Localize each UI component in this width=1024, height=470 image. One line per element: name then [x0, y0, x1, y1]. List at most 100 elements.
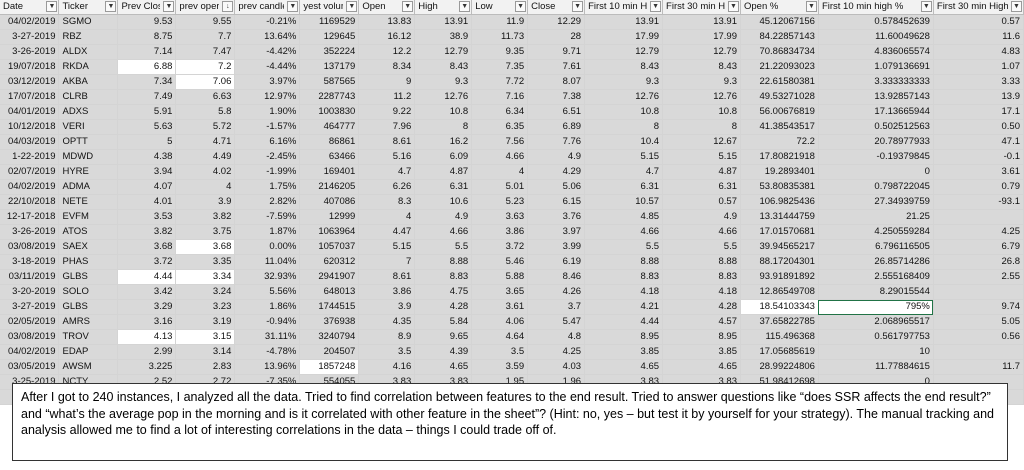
table-cell[interactable]: -4.78% [234, 344, 301, 360]
table-cell[interactable]: 4.01 [117, 194, 177, 210]
table-cell[interactable]: 02/05/2019 [0, 314, 60, 330]
table-cell[interactable]: 6.89 [527, 119, 586, 135]
table-cell[interactable]: 12.76 [662, 89, 741, 105]
table-cell[interactable]: PHAS [58, 254, 119, 270]
table-cell[interactable]: 3.9 [175, 194, 236, 210]
table-cell[interactable]: 3.7 [527, 299, 586, 315]
table-cell[interactable]: 3.14 [175, 344, 236, 360]
table-cell[interactable]: RKDA [58, 59, 119, 75]
table-cell[interactable]: 7.56 [471, 134, 529, 150]
table-cell[interactable]: ATOS [58, 224, 119, 240]
table-cell[interactable]: 03/12/2019 [0, 74, 60, 90]
table-cell[interactable]: 11.04% [234, 254, 301, 270]
table-cell[interactable]: 0.578452639 [818, 14, 934, 30]
table-cell[interactable]: 4.66 [584, 224, 664, 240]
table-cell[interactable]: 02/07/2019 [0, 164, 60, 180]
table-cell[interactable]: 3.97 [527, 224, 586, 240]
table-cell[interactable]: 10 [818, 344, 934, 360]
table-cell[interactable]: 39.94565217 [740, 239, 819, 255]
table-cell[interactable]: SOLO [58, 284, 119, 300]
table-cell[interactable]: 5.01 [471, 179, 529, 195]
table-cell[interactable]: 3.99 [527, 239, 586, 255]
table-cell[interactable]: 7.34 [117, 74, 177, 90]
table-cell[interactable]: 3-27-2019 [0, 29, 60, 45]
table-cell[interactable]: -0.94% [234, 314, 301, 330]
table-cell[interactable]: 13.91 [584, 14, 664, 30]
filter-sort-desc-icon[interactable]: ↓ [222, 1, 234, 12]
table-cell[interactable]: 8.9 [358, 329, 416, 345]
table-cell[interactable]: 3-20-2019 [0, 284, 60, 300]
table-cell[interactable]: -4.42% [234, 44, 301, 60]
table-cell[interactable]: 8.3 [358, 194, 416, 210]
table-cell[interactable]: 2.83 [175, 359, 236, 375]
table-cell[interactable]: 4.85 [584, 209, 664, 225]
table-cell[interactable]: 129645 [299, 29, 360, 45]
table-cell[interactable]: 7 [358, 254, 416, 270]
table-cell[interactable]: 6.88 [117, 59, 177, 75]
table-cell[interactable]: 1.90% [234, 104, 301, 120]
column-header[interactable]: First 10 min high % ▼ [818, 0, 934, 15]
table-cell[interactable]: 26.85714286 [818, 254, 934, 270]
table-cell[interactable]: 10.8 [662, 104, 741, 120]
table-cell[interactable]: 5.46 [471, 254, 529, 270]
table-cell[interactable]: 1.07 [933, 59, 1024, 75]
table-cell[interactable]: 5.5 [662, 239, 741, 255]
column-header[interactable]: First 30 min Hi ▼ [662, 0, 741, 15]
table-cell[interactable]: 9.53 [117, 14, 177, 30]
table-cell[interactable]: 6.796116505 [818, 239, 934, 255]
table-cell[interactable]: 3.68 [175, 239, 236, 255]
table-cell[interactable]: 3.23 [175, 299, 236, 315]
table-cell[interactable]: 4.25 [527, 344, 586, 360]
table-cell[interactable]: -0.19379845 [818, 149, 934, 165]
table-cell[interactable]: 8.43 [414, 59, 473, 75]
table-cell[interactable]: 86861 [299, 134, 360, 150]
table-cell[interactable]: 5.16 [358, 149, 416, 165]
table-cell[interactable]: 04/03/2019 [0, 134, 60, 150]
table-cell[interactable]: -7.59% [234, 209, 301, 225]
table-cell[interactable]: 3-27-2019 [0, 299, 60, 315]
table-cell[interactable]: 04/02/2019 [0, 14, 60, 30]
table-cell[interactable]: AWSM [58, 359, 119, 375]
table-cell[interactable]: 12.79 [584, 44, 664, 60]
filter-dropdown-icon[interactable]: ▼ [346, 1, 358, 12]
table-cell[interactable]: 28 [527, 29, 586, 45]
table-cell[interactable]: 12.97% [234, 89, 301, 105]
table-cell[interactable]: 3.333333333 [818, 74, 934, 90]
table-cell[interactable]: 4.29 [527, 164, 586, 180]
table-cell[interactable]: 19.2893401 [740, 164, 819, 180]
table-cell[interactable]: 6.79 [933, 239, 1024, 255]
table-cell[interactable]: 8.75 [117, 29, 177, 45]
table-cell[interactable]: 11.9 [471, 14, 529, 30]
table-cell[interactable]: 13.92857143 [818, 89, 934, 105]
table-cell[interactable]: 106.9825436 [740, 194, 819, 210]
column-header[interactable]: Low ▼ [471, 0, 529, 15]
table-cell[interactable]: 1169529 [299, 14, 360, 30]
table-cell[interactable]: 12.29 [527, 14, 586, 30]
table-cell[interactable]: EVFM [58, 209, 119, 225]
table-cell[interactable]: RBZ [58, 29, 119, 45]
table-cell[interactable]: CLRB [58, 89, 119, 105]
table-cell[interactable]: 3.29 [117, 299, 177, 315]
table-cell[interactable]: 5.84 [414, 314, 473, 330]
table-cell[interactable]: 7.35 [471, 59, 529, 75]
table-cell[interactable]: 7.16 [471, 89, 529, 105]
table-cell[interactable]: SGMO [58, 14, 119, 30]
table-cell[interactable]: 16.12 [358, 29, 416, 45]
table-cell[interactable]: 8 [662, 119, 741, 135]
table-cell[interactable]: -4.44% [234, 59, 301, 75]
table-cell[interactable]: 5.15 [584, 149, 664, 165]
table-cell[interactable]: 6.34 [471, 104, 529, 120]
table-cell[interactable]: 72.2 [740, 134, 819, 150]
table-cell[interactable]: 4.13 [117, 329, 177, 345]
table-cell[interactable]: 11.7 [933, 359, 1024, 375]
filter-dropdown-icon[interactable]: ▼ [459, 1, 471, 12]
table-cell[interactable]: 6.51 [527, 104, 586, 120]
table-cell[interactable]: 4 [175, 179, 236, 195]
table-cell[interactable]: 0.561797753 [818, 329, 934, 345]
table-cell[interactable]: 407086 [299, 194, 360, 210]
table-cell[interactable]: 0.502512563 [818, 119, 934, 135]
table-cell[interactable]: 32.93% [234, 269, 301, 285]
table-cell[interactable]: 8.83 [414, 269, 473, 285]
table-cell[interactable]: 8 [584, 119, 664, 135]
table-cell[interactable]: 22.61580381 [740, 74, 819, 90]
